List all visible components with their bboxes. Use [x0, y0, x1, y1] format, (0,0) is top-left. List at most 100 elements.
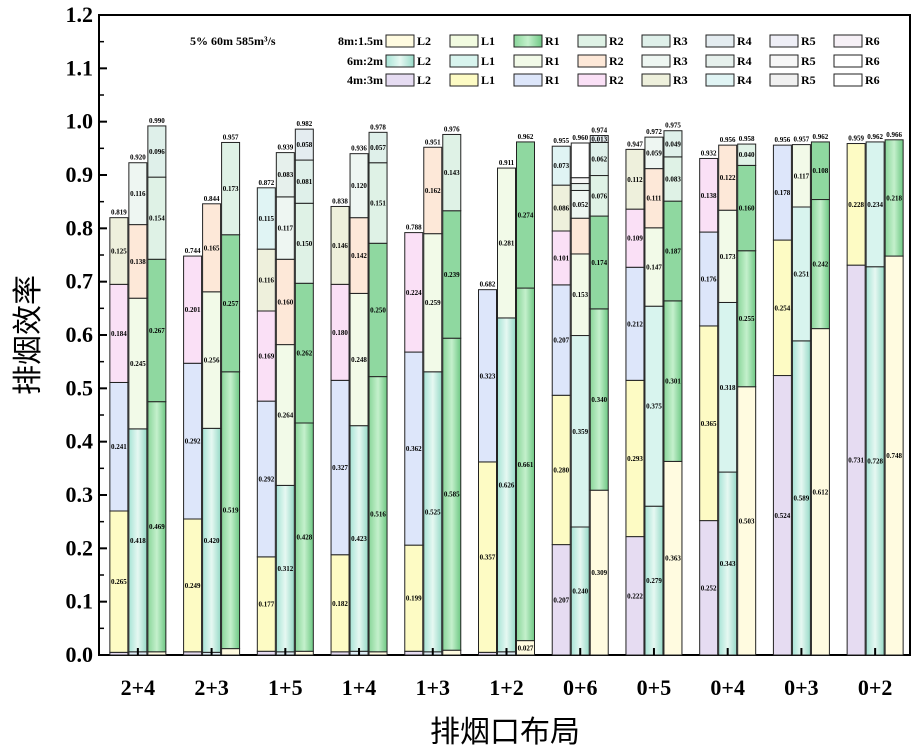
y-tick-label: 0.5 [66, 375, 94, 400]
segment-value-label: 0.207 [553, 596, 569, 604]
legend-item-label: R1 [545, 54, 560, 68]
segment-value-label: 0.138 [701, 192, 717, 200]
segment-value-label: 0.057 [370, 144, 386, 152]
legend-swatch [641, 73, 671, 87]
bar-total-label: 0.957 [223, 133, 239, 141]
legend-swatch [513, 54, 543, 68]
bar-total-label: 0.975 [665, 122, 681, 130]
segment-value-label: 0.309 [591, 569, 607, 577]
legend-swatch [449, 54, 479, 68]
bar-total-label: 0.788 [406, 224, 422, 232]
bar-segment [497, 167, 516, 319]
bar-segment [147, 125, 167, 178]
bar-segment [865, 141, 885, 268]
bar-total-label: 0.982 [296, 120, 312, 128]
segment-value-label: 0.146 [332, 242, 348, 250]
bar-total-label: 0.957 [794, 136, 810, 144]
segment-value-label: 0.176 [701, 276, 717, 284]
bar-total-label: 0.972 [646, 128, 662, 136]
legend-swatch [385, 34, 415, 48]
legend-item-label: L1 [481, 34, 495, 48]
segment-value-label: 0.174 [591, 259, 607, 267]
segment-value-label: 0.292 [185, 438, 201, 446]
segment-value-label: 0.359 [572, 428, 588, 436]
segment-value-label: 0.165 [204, 244, 220, 252]
segment-value-label: 0.116 [259, 277, 275, 285]
bars-layer: 0.265 0.241 0.184 0.125 0.819 0.418 0.245 0.138… [109, 117, 904, 656]
segment-value-label: 0.469 [149, 523, 165, 531]
segment-value-label: 0.222 [627, 592, 643, 600]
bar-segment [478, 289, 497, 463]
segment-value-label: 0.248 [351, 356, 367, 364]
bar-segment [625, 148, 645, 210]
bar-segment [128, 162, 148, 226]
bar-segment [570, 142, 590, 179]
segment-value-label: 0.503 [739, 517, 755, 525]
segment-value-label: 0.147 [646, 264, 662, 272]
segment-value-label: 0.027 [518, 644, 534, 652]
segment-value-label: 0.239 [444, 271, 460, 279]
legend-group-label: 6m:2m [347, 54, 383, 68]
legend-item-label: R5 [801, 73, 816, 87]
segment-value-label: 0.076 [591, 192, 607, 200]
bar-total-label: 0.872 [258, 179, 274, 187]
segment-value-label: 0.112 [627, 176, 643, 184]
bar-segment [772, 144, 792, 241]
y-tick-label: 0.9 [66, 162, 94, 187]
bar-total-label: 0.962 [867, 133, 883, 141]
segment-value-label: 0.153 [572, 291, 588, 299]
segment-value-label: 0.259 [425, 299, 441, 307]
segment-value-label: 0.115 [259, 215, 275, 223]
segment-value-label: 0.180 [332, 329, 348, 337]
x-tick-label: 1+5 [268, 675, 303, 700]
segment-value-label: 0.362 [406, 445, 422, 453]
legend-swatch [833, 73, 863, 87]
y-tick-label: 0.4 [66, 429, 94, 454]
segment-value-label: 0.365 [701, 420, 717, 428]
segment-value-label: 0.173 [720, 253, 736, 261]
bar-segment [275, 152, 295, 198]
bar-segment [644, 136, 664, 170]
segment-value-label: 0.111 [646, 195, 661, 203]
segment-value-label: 0.728 [867, 457, 883, 465]
x-tick-label: 1+2 [489, 675, 524, 700]
segment-value-label: 0.058 [296, 141, 312, 149]
segment-value-label: 0.418 [130, 537, 146, 545]
segment-value-label: 0.173 [223, 185, 239, 193]
segment-value-label: 0.323 [480, 372, 496, 380]
y-axis-title: 排烟效率 [12, 275, 45, 395]
segment-value-label: 0.293 [627, 455, 643, 463]
legend-swatch [577, 34, 607, 48]
segment-value-label: 0.318 [720, 384, 736, 392]
bar-total-label: 0.744 [185, 247, 201, 255]
segment-value-label: 0.279 [646, 577, 662, 585]
y-tick-label: 0.6 [66, 322, 94, 347]
segment-value-label: 0.312 [277, 565, 293, 573]
bar-segment [791, 144, 811, 208]
legend-swatch [449, 73, 479, 87]
legend-swatch [833, 34, 863, 48]
segment-value-label: 0.234 [867, 201, 883, 209]
segment-value-label: 0.178 [775, 189, 791, 197]
x-tick-label: 1+3 [415, 675, 450, 700]
bar-segment [423, 146, 443, 235]
legend-swatch [769, 73, 799, 87]
segment-value-label: 0.150 [296, 240, 312, 248]
legend-swatch [705, 34, 735, 48]
bar-total-label: 0.959 [848, 135, 864, 143]
bar-segment [183, 255, 203, 364]
segment-value-label: 0.262 [296, 350, 312, 358]
bar-segment [404, 232, 424, 353]
bar-segment [810, 141, 830, 201]
legend-item-label: L1 [481, 54, 495, 68]
segment-value-label: 0.343 [720, 560, 736, 568]
segment-value-label: 0.122 [720, 174, 736, 182]
segment-value-label: 0.187 [665, 248, 681, 256]
segment-value-label: 0.182 [332, 600, 348, 608]
bar-segment [202, 203, 222, 293]
bar-total-label: 0.838 [332, 197, 348, 205]
segment-value-label: 0.250 [370, 306, 386, 314]
bar-segment [221, 141, 241, 236]
legend-item-label: R1 [545, 73, 560, 87]
